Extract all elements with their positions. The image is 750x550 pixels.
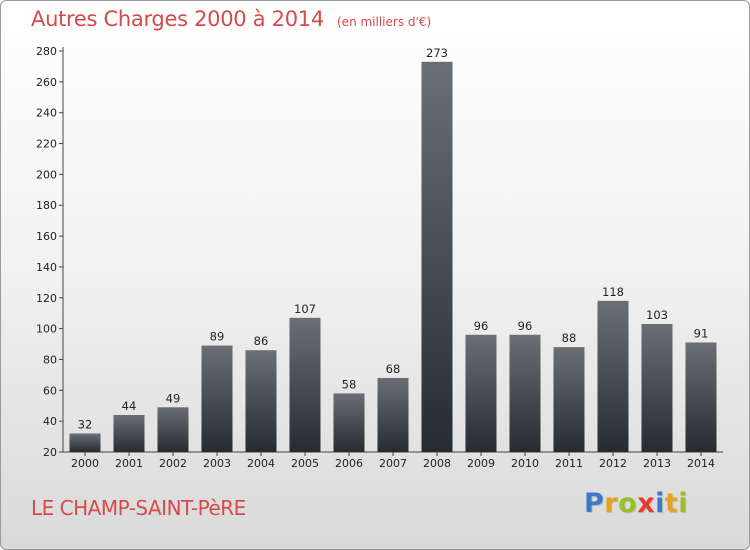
x-tick-label-2008: 2008 <box>423 457 451 470</box>
data-label-2006: 58 <box>342 377 357 391</box>
bars <box>69 61 717 453</box>
axes: 20 40 60 80 100 120 140 160 180 200 220 240 260 280 20… <box>36 45 723 470</box>
data-label-2004: 86 <box>254 334 269 348</box>
data-label-2003: 89 <box>210 330 225 344</box>
logo-letter: o <box>618 488 638 519</box>
x-tick-label-2009: 2009 <box>467 457 495 470</box>
bar-2006 <box>333 393 365 452</box>
bar-2005 <box>289 317 321 452</box>
y-tick-label: 40 <box>43 415 57 428</box>
data-label-2005: 107 <box>294 302 316 316</box>
y-tick-label: 60 <box>43 384 57 397</box>
bar-2000 <box>69 433 101 452</box>
bar-2010 <box>509 334 541 452</box>
proxiti-logo[interactable]: Proxiti <box>584 488 688 519</box>
bar-2012 <box>597 300 629 452</box>
data-label-2008: 273 <box>426 46 448 60</box>
y-tick-label: 80 <box>43 353 57 366</box>
bar-2008 <box>421 61 453 453</box>
bar-2011 <box>553 347 585 452</box>
x-tick-label-2014: 2014 <box>687 457 715 470</box>
chart-subtitle: (en milliers d'€) <box>337 15 432 29</box>
y-tick-label: 160 <box>36 230 57 243</box>
x-tick-label-2013: 2013 <box>643 457 671 470</box>
chart-title: Autres Charges 2000 à 2014 <box>31 7 324 31</box>
data-label-2013: 103 <box>646 308 668 322</box>
data-label-2000: 32 <box>78 417 93 431</box>
y-tick-label: 220 <box>36 138 57 151</box>
x-tick-label-2003: 2003 <box>203 457 231 470</box>
bar-2014 <box>685 342 717 452</box>
x-tick-label-2004: 2004 <box>247 457 275 470</box>
y-tick-label: 20 <box>43 446 57 459</box>
data-label-2001: 44 <box>122 399 137 413</box>
data-label-2009: 96 <box>474 319 489 333</box>
x-tick-label-2000: 2000 <box>71 457 99 470</box>
bar-2002 <box>157 407 189 452</box>
bar-2003 <box>201 345 233 452</box>
logo-letter: P <box>584 488 605 519</box>
x-tick-label-2006: 2006 <box>335 457 363 470</box>
x-tick-label-2007: 2007 <box>379 457 407 470</box>
bar-2007 <box>377 377 409 452</box>
x-tick-label-2010: 2010 <box>511 457 539 470</box>
bar-2001 <box>113 414 145 452</box>
y-tick-label: 140 <box>36 261 57 274</box>
x-tick-label-2001: 2001 <box>115 457 143 470</box>
x-tick-label-2005: 2005 <box>291 457 319 470</box>
y-tick-label: 180 <box>36 199 57 212</box>
y-tick-label: 120 <box>36 292 57 305</box>
y-tick-label: 260 <box>36 76 57 89</box>
data-label-2007: 68 <box>386 362 401 376</box>
bar-2013 <box>641 323 673 452</box>
title-row: Autres Charges 2000 à 2014 (en milliers … <box>31 7 431 31</box>
logo-letter: i <box>678 488 689 519</box>
logo-letter: t <box>664 488 679 519</box>
data-label-2012: 118 <box>602 285 624 299</box>
data-labels: 32 44 49 89 86 107 58 68 273 96 96 88 118 103 91 <box>78 46 709 432</box>
bar-2004 <box>245 350 277 452</box>
x-tick-label-2002: 2002 <box>159 457 187 470</box>
logo-letter: i <box>655 488 665 519</box>
y-tick-label: 100 <box>36 323 57 336</box>
data-label-2011: 88 <box>562 331 577 345</box>
data-label-2010: 96 <box>518 319 533 333</box>
logo-letter: r <box>604 488 619 519</box>
y-tick-label: 200 <box>36 168 57 181</box>
data-label-2002: 49 <box>166 391 181 405</box>
data-label-2014: 91 <box>694 326 709 340</box>
commune-name: LE CHAMP-SAINT-PèRE <box>31 496 246 520</box>
bar-2009 <box>465 334 497 452</box>
x-tick-label-2011: 2011 <box>555 457 583 470</box>
x-tick-label-2012: 2012 <box>599 457 627 470</box>
logo-letter: x <box>637 488 656 519</box>
y-tick-label: 280 <box>36 45 57 58</box>
y-tick-label: 240 <box>36 107 57 120</box>
